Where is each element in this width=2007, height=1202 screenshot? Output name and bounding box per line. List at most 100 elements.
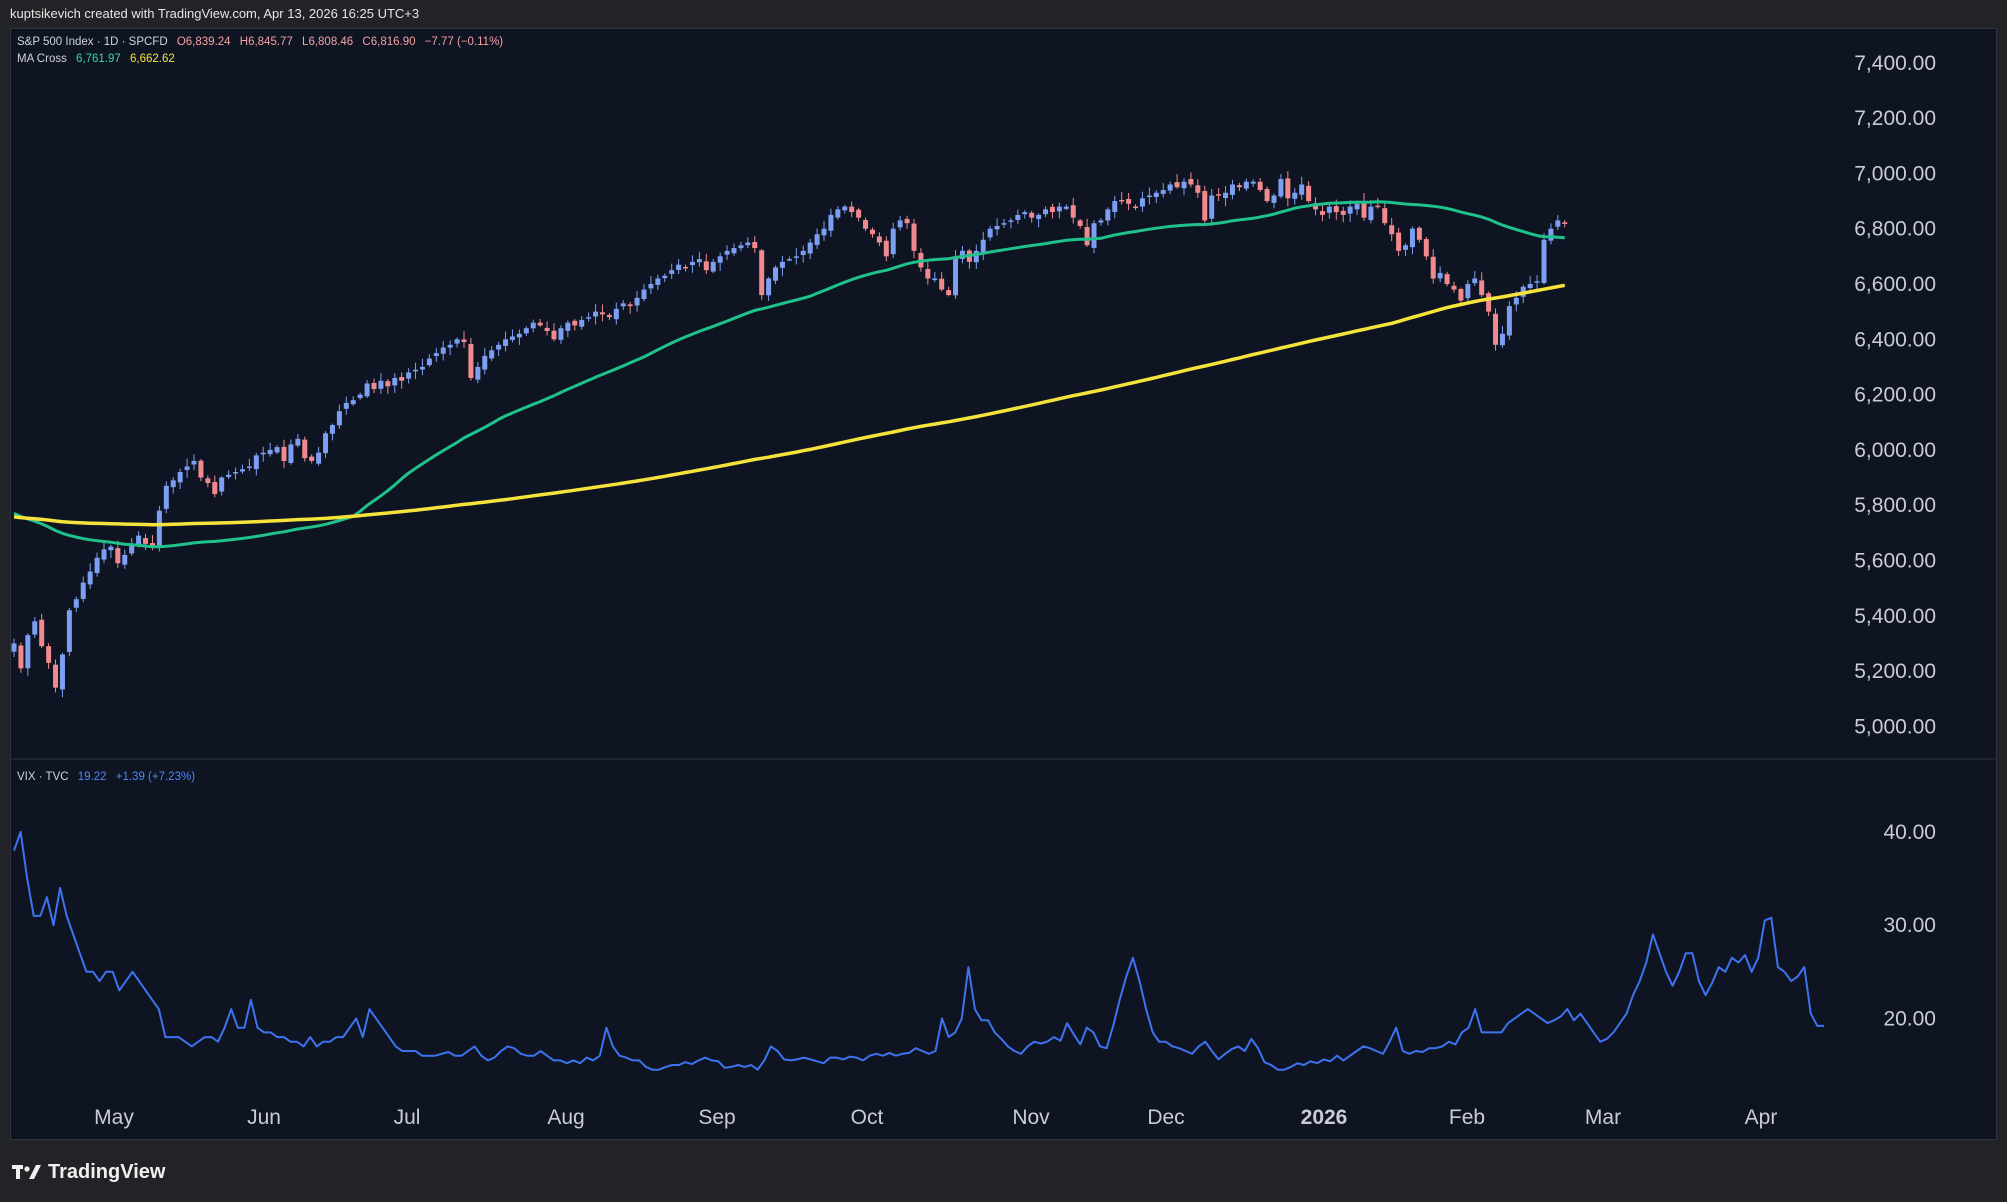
candle-body [1513,297,1519,305]
time-tick-label: Dec [1147,1106,1184,1129]
candle-body [1271,195,1277,203]
candle-body [1257,181,1263,190]
candle-body [406,372,412,379]
chart-canvas[interactable]: 7,400.00 7,200.00 7,000.00 6,800.00 6,600.00… [11,29,1996,1139]
time-tick-label: Apr [1745,1106,1778,1129]
candle-body [738,245,744,249]
attribution-bar: kuptsikevich created with TradingView.co… [0,0,2007,28]
candle-body [32,621,38,635]
candle-body [1444,274,1450,284]
price-pane [11,171,1568,698]
candle-body [1084,227,1090,246]
candle-body [530,322,536,329]
candle-body [1472,278,1478,284]
candle-body [1506,306,1512,336]
candle-body [496,344,502,350]
candle-body [800,250,806,255]
candle-body [959,250,965,259]
time-tick-label: Aug [547,1106,584,1129]
candle-body [586,317,592,319]
candle-body [1174,182,1180,188]
candle-body [994,225,1000,230]
candle-body [849,206,855,213]
candle-body [766,278,772,296]
candle-body [1070,205,1076,218]
candle-body [1036,214,1042,220]
candle-body [973,250,979,263]
candle-body [503,339,509,346]
price-tick-label: 7,200.00 [1854,107,1936,130]
open-value: O6,839.24 [176,36,231,48]
candle-body [246,466,252,468]
candle-body [1416,227,1422,240]
candle-body [1361,201,1367,218]
candle-body [1333,206,1339,213]
candle-body [1223,192,1229,199]
candle-body [745,242,751,246]
candle-body [1146,195,1152,198]
candle-body [1354,203,1360,210]
candle-body [1319,211,1325,215]
candle-body [413,369,419,372]
candle-body [1499,333,1505,346]
candle-body [1160,190,1166,194]
vix-tick-label: 40.00 [1883,821,1936,844]
candle-body [364,383,370,397]
candle-body [1479,280,1485,296]
candle-body [1250,181,1256,184]
change-value: −7.77 (−0.11%) [424,36,504,48]
candle-body [1458,289,1464,301]
candle-body [357,394,363,399]
candle-body [1022,212,1028,215]
candle-body [46,646,52,663]
candle-body [752,242,758,249]
candle-body [1015,214,1021,221]
candle-body [634,297,640,306]
tradingview-logo-icon [12,1165,41,1179]
vix-pane [13,831,1824,1071]
candle-body [793,256,799,258]
candle-body [724,250,730,255]
candle-body [1493,313,1499,345]
candle-body [233,472,239,474]
candle-body [731,248,737,254]
price-tick-label: 6,800.00 [1854,218,1936,241]
candle-body [226,474,232,478]
time-tick-label: 2026 [1301,1106,1348,1129]
candle-body [1326,206,1332,213]
candle-body [1389,225,1395,235]
tradingview-logo[interactable]: TradingView [12,1158,165,1186]
vix-value: 19.22 [77,771,107,783]
candle-body [433,353,439,357]
price-tick-label: 6,600.00 [1854,273,1936,296]
candle-body [1098,220,1104,223]
candle-body [1313,203,1319,210]
candle-body [170,480,176,488]
candle-body [558,328,564,340]
candle-body [1541,239,1547,283]
candle-body [565,322,571,331]
candle-body [115,548,121,564]
candle-body [814,234,820,245]
candle-body [461,339,467,343]
candle-body [655,278,661,285]
high-value: H6,845.77 [239,36,293,48]
candle-body [80,582,86,599]
candle-body [1049,206,1055,213]
candle-body [946,290,952,296]
candle-body [1236,185,1242,188]
candle-body [1195,185,1201,193]
vix-axis: 40.00 30.00 20.00 [1883,821,1936,1030]
candle-body [1105,209,1111,221]
candle-body [108,546,114,551]
chart-frame[interactable]: 7,400.00 7,200.00 7,000.00 6,800.00 6,600.00… [10,28,1997,1140]
vix-line [13,831,1824,1071]
candle-body [1437,272,1443,279]
candle-body [475,366,481,380]
candle-body [101,549,107,560]
candle-body [468,343,474,378]
candle-body [544,327,550,331]
candle-body [219,477,225,492]
candle-body [392,378,398,386]
candle-body [302,439,308,459]
